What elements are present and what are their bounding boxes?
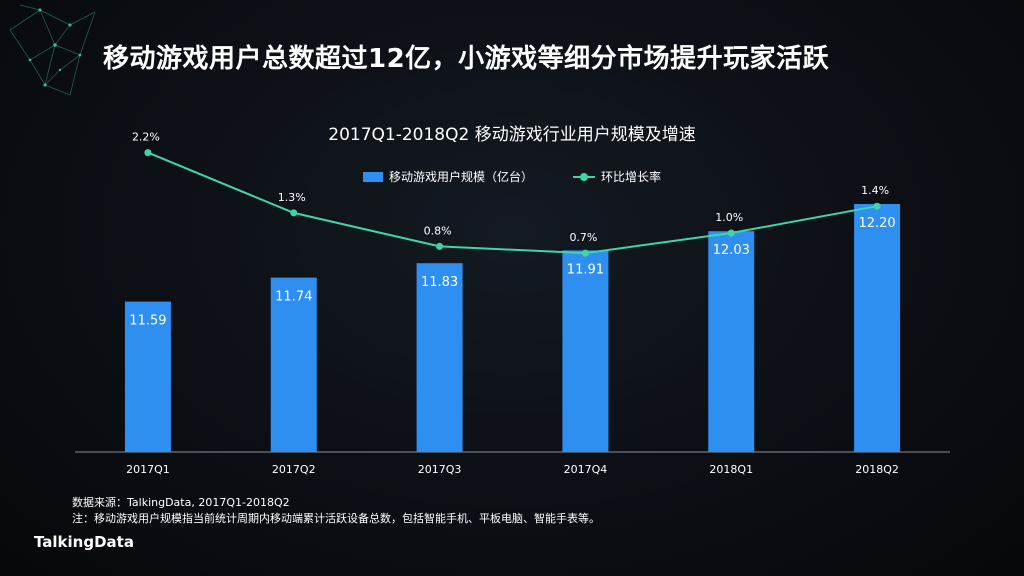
growth-rate-label: 1.3% <box>278 191 306 204</box>
x-tick-label: 2017Q4 <box>564 463 608 476</box>
footnote: 数据来源：TalkingData, 2017Q1-2018Q2 注：移动游戏用户… <box>72 495 600 527</box>
growth-rate-label: 1.0% <box>715 211 743 224</box>
growth-rate-label: 0.8% <box>424 224 452 237</box>
bar-value-label: 11.74 <box>275 290 312 305</box>
growth-point-2017Q2 <box>290 209 298 217</box>
chart-title: 2017Q1-2018Q2 移动游戏行业用户规模及增速 <box>328 125 696 145</box>
legend-bar-swatch <box>362 171 383 182</box>
bar-value-label: 11.91 <box>567 262 604 277</box>
growth-rate-label: 0.7% <box>569 231 597 244</box>
network-decoration <box>9 4 96 96</box>
growth-rate-label: 1.4% <box>861 184 889 197</box>
legend-item-users: 移动游戏用户规模（亿台） <box>362 168 533 185</box>
data-source: 数据来源：TalkingData, 2017Q1-2018Q2 <box>72 496 290 509</box>
x-tick-label: 2018Q2 <box>855 463 899 476</box>
growth-rate-label: 2.2% <box>132 131 160 144</box>
bar-2017Q3 <box>416 263 463 452</box>
footnote-note: 注：移动游戏用户规模指当前统计周期内移动端累计活跃设备总数，包括智能手机、平板电… <box>72 512 600 525</box>
growth-point-2018Q1 <box>727 229 735 237</box>
bar-2018Q2 <box>854 204 901 452</box>
x-tick-label: 2017Q2 <box>272 463 316 476</box>
bar-value-label: 11.59 <box>129 314 166 329</box>
bar-2017Q2 <box>270 277 317 452</box>
legend-item-growth: 环比增长率 <box>573 168 661 185</box>
growth-point-2017Q3 <box>436 242 444 250</box>
growth-point-2017Q4 <box>581 249 589 257</box>
legend-line-swatch <box>573 172 595 182</box>
bar-2017Q4 <box>562 250 609 452</box>
bar-value-label: 12.20 <box>858 216 895 231</box>
x-tick-label: 2017Q3 <box>418 463 462 476</box>
bar-value-label: 11.83 <box>421 275 458 290</box>
growth-rate-line <box>147 151 878 255</box>
bar-2017Q1 <box>124 301 171 452</box>
slide-title: 移动游戏用户总数超过12亿，小游戏等细分市场提升玩家活跃 <box>103 44 830 74</box>
x-tick-label: 2017Q1 <box>126 463 170 476</box>
bar-value-label: 12.03 <box>713 243 750 258</box>
chart-legend: 移动游戏用户规模（亿台） 环比增长率 <box>0 168 1024 185</box>
legend-label-growth: 环比增长率 <box>601 170 662 184</box>
x-tick-label: 2018Q1 <box>709 463 753 476</box>
talkingdata-logo: TalkingData <box>34 533 134 551</box>
growth-point-2017Q1 <box>144 149 152 157</box>
legend-label-users: 移动游戏用户规模（亿台） <box>388 170 533 184</box>
growth-point-2018Q2 <box>873 202 881 210</box>
bar-2018Q1 <box>708 231 755 452</box>
